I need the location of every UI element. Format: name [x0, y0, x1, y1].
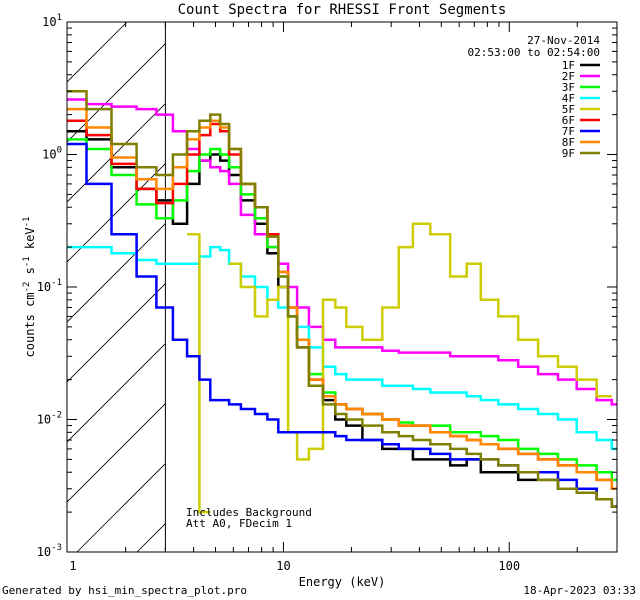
- x-tick-label: 1: [69, 559, 76, 573]
- hatch-line: [67, 283, 166, 383]
- y-tick-label: 10-1: [37, 278, 62, 294]
- chart-title: Count Spectra for RHESSI Front Segments: [178, 2, 507, 18]
- date-label: 27-Nov-2014: [527, 34, 600, 47]
- legend-label-8f: 8F: [562, 136, 575, 149]
- series-line-6f: [67, 119, 617, 491]
- legend-label-6f: 6F: [562, 114, 575, 127]
- hatch-line: [67, 103, 166, 203]
- legend-label-7f: 7F: [562, 125, 575, 138]
- y-tick-label: 100: [42, 146, 62, 162]
- y-axis-label: counts cm-2 s-1 keV-1: [22, 217, 37, 358]
- legend-label-5f: 5F: [562, 103, 575, 116]
- footer-timestamp: 18-Apr-2023 03:33: [523, 584, 636, 597]
- hatch-line: [67, 403, 166, 503]
- legend-label-1f: 1F: [562, 59, 575, 72]
- time-range-label: 02:53:00 to 02:54:00: [468, 46, 600, 59]
- y-tick-label: 10-2: [37, 411, 62, 427]
- legend-label-9f: 9F: [562, 147, 575, 160]
- series-line-2f: [67, 98, 617, 406]
- y-tick-label: 101: [42, 13, 62, 29]
- x-tick-label: 10: [276, 559, 290, 573]
- series-line-9f: [67, 90, 617, 508]
- annotation-attenuator: Att A0, FDecim 1: [186, 517, 292, 530]
- y-tick-label: 10-3: [37, 543, 62, 559]
- legend-label-4f: 4F: [562, 92, 575, 105]
- footer-generated-by: Generated by hsi_min_spectra_plot.pro: [2, 584, 248, 597]
- series-line-5f: [187, 222, 612, 514]
- annotation-background: Includes Background: [186, 506, 312, 519]
- hatch-line: [67, 223, 166, 323]
- x-tick-label: 100: [498, 559, 520, 573]
- series-line-3f: [67, 138, 617, 482]
- legend-label-3f: 3F: [562, 81, 575, 94]
- legend-label-2f: 2F: [562, 70, 575, 83]
- x-axis-label: Energy (keV): [299, 575, 386, 589]
